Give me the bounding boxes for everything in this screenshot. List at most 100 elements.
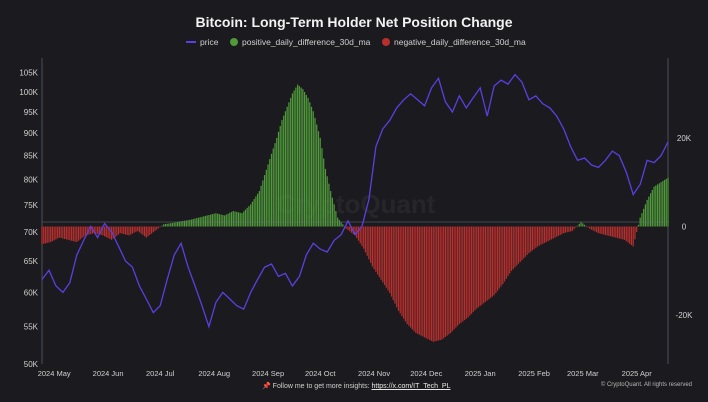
negative-bar	[357, 226, 360, 241]
negative-bar	[390, 226, 393, 297]
negative-bar	[502, 226, 504, 285]
footer-link[interactable]: https://x.com/IT_Tech_PL	[371, 383, 451, 390]
negative-bar	[512, 226, 514, 270]
negative-bar	[484, 226, 487, 302]
positive-bar	[185, 220, 187, 227]
positive-bar	[218, 214, 220, 227]
positive-bar	[314, 117, 316, 227]
negative-bar	[519, 226, 521, 262]
legend-item-price[interactable]: price	[186, 37, 219, 47]
negative-bar	[590, 226, 593, 230]
legend-item-negative[interactable]: negative_daily_difference_30d_ma	[382, 37, 526, 47]
negative-bar	[429, 226, 431, 341]
y-right-tick-label: 0	[682, 223, 687, 232]
positive-bar	[331, 197, 334, 227]
negative-bar	[563, 226, 565, 234]
negative-bar	[552, 226, 554, 239]
negative-bar	[496, 226, 499, 291]
negative-bar	[422, 226, 424, 337]
negative-bar	[456, 226, 459, 326]
x-tick-label: 2025 Mar	[567, 369, 599, 378]
x-tick-label: 2024 Dec	[410, 369, 442, 378]
positive-bar	[317, 131, 320, 227]
positive-bar	[173, 222, 175, 227]
positive-bar	[203, 216, 205, 227]
positive-bar	[272, 148, 274, 227]
positive-bar	[182, 220, 184, 227]
negative-bar	[354, 226, 356, 236]
positive-bar	[326, 176, 328, 227]
negative-bar	[434, 226, 436, 342]
positive-bar	[653, 186, 655, 227]
negative-bar	[64, 226, 66, 239]
positive-bar	[161, 225, 163, 227]
x-tick-label: 2024 Oct	[305, 369, 336, 378]
negative-bar	[145, 226, 147, 238]
positive-bar	[175, 222, 177, 227]
positive-bar	[190, 219, 193, 227]
negative-bar	[418, 226, 420, 335]
negative-bar	[90, 226, 92, 235]
negative-bar	[441, 226, 443, 340]
negative-bar	[540, 226, 542, 245]
negative-bar	[446, 226, 448, 336]
negative-bar	[589, 226, 591, 229]
negative-bar	[416, 226, 419, 334]
negative-bar	[41, 226, 43, 245]
negative-bar	[57, 226, 59, 239]
negative-bar	[498, 226, 500, 289]
negative-bar	[143, 226, 146, 237]
negative-bar	[156, 226, 158, 230]
negative-bar	[399, 226, 401, 314]
negative-bar	[559, 226, 561, 235]
positive-bar	[204, 215, 207, 227]
negative-bar	[128, 226, 130, 236]
positive-bar	[183, 220, 186, 227]
negative-bar	[432, 226, 434, 342]
positive-bar	[232, 211, 234, 227]
positive-bar	[288, 102, 290, 227]
positive-bar	[656, 184, 659, 227]
negative-bar	[465, 226, 467, 319]
negative-bar	[48, 226, 50, 243]
legend: price positive_daily_difference_30d_ma n…	[186, 37, 526, 47]
positive-bar	[255, 196, 257, 227]
pin-icon: 📌	[262, 383, 271, 390]
negative-bar	[542, 226, 544, 244]
negative-bar	[107, 226, 109, 239]
positive-bar	[293, 90, 295, 227]
negative-bar	[147, 226, 149, 237]
positive-bar	[263, 175, 266, 227]
positive-bar	[323, 158, 325, 227]
negative-bar	[116, 226, 118, 236]
positive-bar	[222, 214, 224, 227]
legend-item-positive[interactable]: positive_daily_difference_30d_ma	[230, 37, 371, 47]
positive-bar	[213, 213, 215, 227]
positive-bar	[206, 215, 208, 227]
negative-bar	[490, 226, 492, 298]
positive-bar	[312, 111, 314, 227]
negative-bar	[523, 226, 525, 259]
negative-bar	[65, 226, 67, 240]
positive-bar	[201, 216, 203, 227]
negative-bar	[97, 226, 99, 235]
negative-bar	[486, 226, 488, 301]
negative-bar	[117, 226, 120, 235]
negative-bar	[370, 226, 372, 263]
negative-bar	[69, 226, 71, 241]
positive-bar	[168, 223, 170, 227]
positive-bar	[225, 214, 227, 227]
legend-negative-circle-marker	[382, 38, 390, 46]
positive-bar	[177, 221, 179, 227]
y-left-tick-label: 100K	[19, 88, 38, 97]
negative-bar	[389, 226, 391, 294]
positive-bar	[269, 159, 271, 227]
positive-bar	[164, 224, 167, 227]
negative-bar	[103, 226, 106, 237]
negative-bar	[634, 226, 636, 240]
positive-bar	[192, 218, 194, 227]
positive-bar	[644, 204, 647, 227]
negative-bar	[345, 226, 347, 229]
negative-bar	[603, 226, 605, 235]
legend-negative-label: negative_daily_difference_30d_ma	[394, 37, 526, 47]
